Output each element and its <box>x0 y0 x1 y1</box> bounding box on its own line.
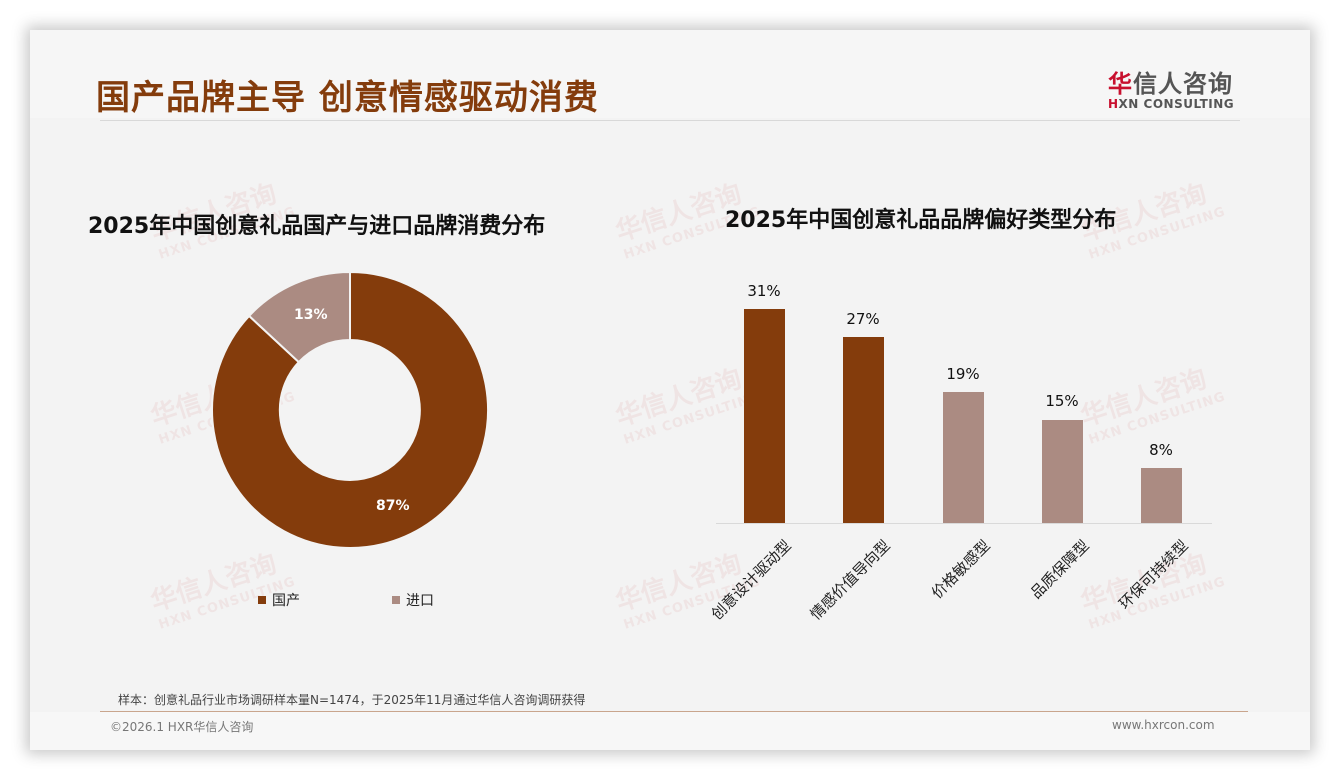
donut-label-domestic: 87% <box>376 498 410 514</box>
slide: 华信人咨询 HXN CONSULTING 华信人咨询 HXN CONSULTING … <box>30 30 1310 750</box>
bar-quality-assurance[interactable] <box>1042 420 1083 523</box>
bar-value: 31% <box>747 282 781 300</box>
website-link[interactable]: www.hxrcon.com <box>1112 718 1215 732</box>
x-axis-label: 品质保障型 <box>1026 536 1093 603</box>
x-axis-label: 创意设计驱动型 <box>707 536 795 624</box>
bar-emotional-value[interactable] <box>843 337 884 523</box>
bar-creative-design[interactable] <box>744 309 785 523</box>
legend-item-imported: 进口 <box>392 590 434 610</box>
donut-label-imported: 13% <box>294 307 328 323</box>
page-title: 国产品牌主导 创意情感驱动消费 <box>96 78 599 118</box>
legend-item-domestic: 国产 <box>258 590 300 610</box>
x-axis-line <box>716 523 1212 524</box>
x-axis-label: 价格敏感型 <box>927 536 994 603</box>
donut-chart <box>211 270 489 549</box>
header-band <box>30 30 1310 118</box>
bar-price-sensitive[interactable] <box>943 392 984 523</box>
sample-note: 样本：创意礼品行业市场调研样本量N=1474，于2025年11月通过华信人咨询调… <box>118 693 586 707</box>
legend-swatch <box>258 596 266 604</box>
bar-value: 8% <box>1149 441 1173 459</box>
logo-english: HXN CONSULTING <box>1108 97 1235 111</box>
legend-swatch <box>392 596 400 604</box>
bar-eco-sustainable[interactable] <box>1141 468 1182 523</box>
donut-slice-imported[interactable] <box>247 270 351 364</box>
copyright: ©2026.1 HXR华信人咨询 <box>110 720 254 734</box>
footer-band <box>30 712 1310 750</box>
bar-value: 27% <box>846 310 880 328</box>
donut-slice-domestic[interactable] <box>211 270 489 549</box>
footer-divider <box>100 711 1248 712</box>
donut-chart-title: 2025年中国创意礼品国产与进口品牌消费分布 <box>88 214 546 239</box>
title-divider <box>100 120 1240 121</box>
legend-label: 进口 <box>406 593 434 609</box>
legend-label: 国产 <box>272 593 300 609</box>
x-axis-label: 情感价值导向型 <box>806 536 894 624</box>
logo-chinese: 华信人咨询 <box>1108 70 1233 98</box>
bar-value: 19% <box>946 365 980 383</box>
bar-chart-title: 2025年中国创意礼品品牌偏好类型分布 <box>725 208 1117 233</box>
company-logo: 华信人咨询 HXN CONSULTING <box>1108 64 1248 111</box>
bar-value: 15% <box>1045 392 1079 410</box>
x-axis-label: 环保可持续型 <box>1115 536 1192 613</box>
